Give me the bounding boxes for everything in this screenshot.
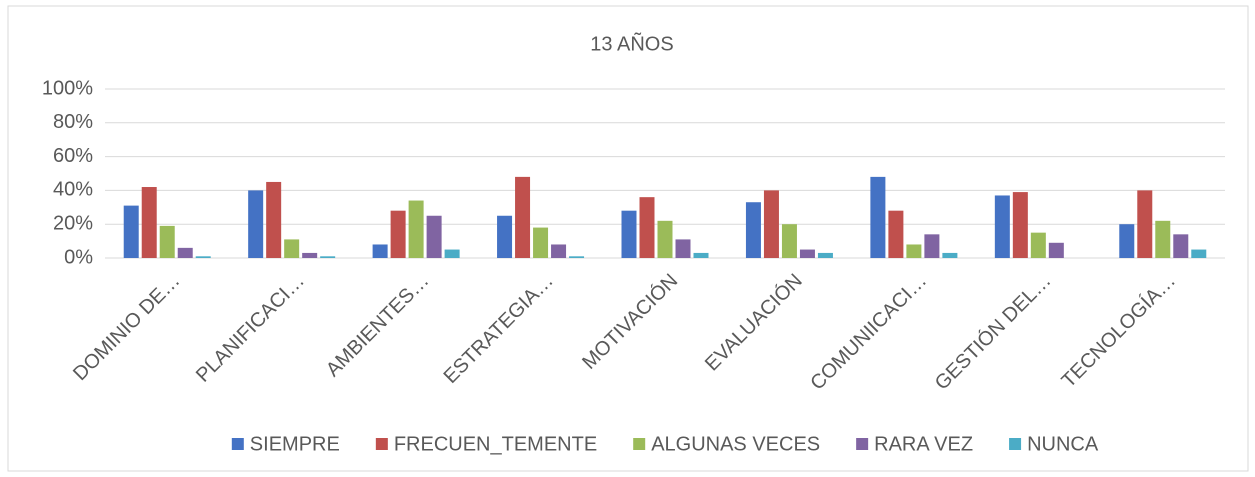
legend-swatch <box>856 438 869 450</box>
legend-swatch <box>633 438 646 450</box>
bar <box>159 225 175 258</box>
legend-label: NUNCA <box>1027 433 1099 455</box>
legend-swatch <box>231 438 244 450</box>
y-tick-label: 100% <box>42 77 93 99</box>
bar <box>1155 220 1171 258</box>
legend-label: ALGUNAS VECES <box>651 433 820 455</box>
bar <box>302 252 318 258</box>
bar <box>1048 242 1064 258</box>
legend-label: SIEMPRE <box>250 433 340 455</box>
bar <box>745 202 761 258</box>
bar <box>906 244 922 258</box>
bar <box>533 227 549 258</box>
bar <box>781 224 797 258</box>
bar <box>763 190 779 258</box>
bar <box>195 256 211 258</box>
bar <box>123 205 139 258</box>
y-tick-label: 20% <box>53 212 93 234</box>
bar <box>657 220 673 258</box>
bar <box>177 247 193 258</box>
legend-swatch <box>375 438 388 450</box>
y-tick-label: 60% <box>53 145 93 167</box>
bar <box>1137 190 1153 258</box>
bar <box>266 181 282 258</box>
bar <box>621 210 637 258</box>
legend-label: RARA VEZ <box>874 433 973 455</box>
legend-label: FRECUEN_TEMENTE <box>394 433 597 455</box>
bar <box>408 200 424 258</box>
bar <box>870 176 886 258</box>
bar <box>942 252 958 258</box>
bar <box>390 210 406 258</box>
chart-title: 13 AÑOS <box>590 31 673 55</box>
bar <box>994 195 1010 258</box>
bar <box>888 210 904 258</box>
bar <box>444 249 460 258</box>
bar <box>320 256 336 258</box>
bar <box>248 190 264 258</box>
bar <box>1012 192 1028 258</box>
bar <box>1119 224 1135 258</box>
bar <box>426 215 442 258</box>
bar <box>569 256 585 258</box>
bar <box>515 176 531 258</box>
bar <box>551 244 567 258</box>
bar <box>1173 234 1189 258</box>
bar <box>924 234 940 258</box>
bar <box>675 239 691 258</box>
bar <box>284 239 300 258</box>
bar <box>693 252 709 258</box>
bar <box>1030 232 1046 258</box>
bar <box>497 215 513 258</box>
y-tick-label: 80% <box>53 111 93 133</box>
legend-swatch <box>1009 438 1022 450</box>
y-tick-label: 0% <box>64 246 93 268</box>
bar <box>799 249 815 258</box>
bar <box>1191 249 1207 258</box>
y-tick-label: 40% <box>53 179 93 201</box>
bar <box>817 252 833 258</box>
bar <box>639 197 655 258</box>
bar <box>372 244 388 258</box>
bar <box>141 187 157 258</box>
